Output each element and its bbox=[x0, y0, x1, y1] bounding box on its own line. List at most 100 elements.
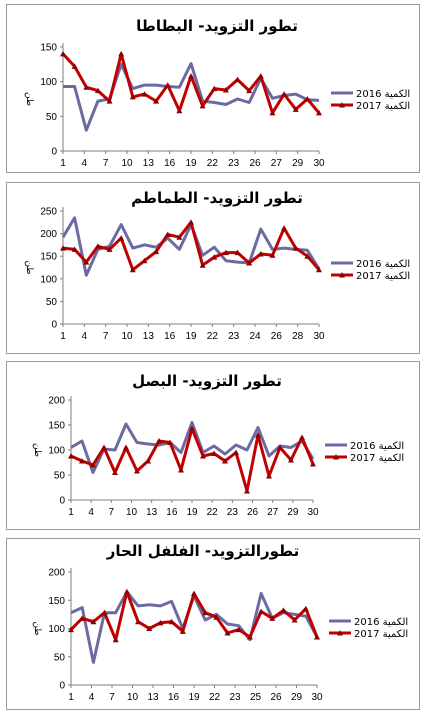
data-point-marker bbox=[246, 259, 253, 266]
data-point-marker bbox=[257, 73, 264, 79]
data-point-marker bbox=[191, 590, 197, 596]
data-point-marker bbox=[178, 467, 184, 473]
chart-title: تطور التزويد- البصل bbox=[132, 372, 282, 390]
legend-label: 2016 الكمية bbox=[350, 441, 404, 452]
y-axis-label: طن bbox=[24, 92, 34, 106]
x-tick-label: 24 bbox=[249, 331, 261, 342]
data-point-marker bbox=[280, 607, 287, 613]
data-point-marker bbox=[224, 630, 231, 636]
data-point-marker bbox=[145, 458, 151, 464]
data-point-marker bbox=[222, 249, 229, 256]
y-tick-label: 0 bbox=[59, 496, 65, 507]
y-tick-label: 200 bbox=[48, 396, 65, 407]
data-point-marker bbox=[129, 93, 136, 100]
y-axis-label: طن bbox=[32, 443, 42, 457]
legend-label: 2017 الكمية bbox=[350, 453, 404, 464]
data-point-marker bbox=[176, 234, 183, 240]
x-tick-label: 30 bbox=[307, 507, 319, 518]
chart-svg-onion: تطور التزويد- البصل 0 50 100 150 200 طن 1 4 7 10 13… bbox=[32, 372, 404, 518]
data-point-marker bbox=[168, 618, 175, 625]
y-tick-label: 150 bbox=[40, 43, 57, 54]
y-tick-label: 100 bbox=[40, 274, 57, 285]
data-point-marker bbox=[83, 259, 90, 265]
data-point-marker bbox=[123, 588, 130, 595]
data-point-marker bbox=[222, 458, 228, 464]
x-tick-label: 28 bbox=[292, 331, 304, 342]
x-tick-label: 26 bbox=[270, 692, 282, 703]
data-point-marker bbox=[112, 636, 119, 643]
x-tick-label: 27 bbox=[267, 507, 279, 518]
y-tick-label: 200 bbox=[40, 229, 57, 240]
legend-label: 2016 الكمية bbox=[356, 259, 410, 270]
data-point-marker bbox=[141, 91, 148, 97]
data-point-marker bbox=[277, 444, 283, 450]
x-tick-label: 30 bbox=[313, 158, 325, 169]
data-point-marker bbox=[94, 243, 101, 249]
data-point-marker bbox=[83, 84, 90, 90]
legend-label: 2017 الكمية bbox=[356, 271, 410, 282]
y-tick-label: 250 bbox=[40, 207, 57, 218]
x-tick-label: 22 bbox=[207, 331, 219, 342]
data-point-marker bbox=[153, 98, 160, 104]
chart-title: تطور التزويد- البطاطا bbox=[136, 17, 298, 35]
y-tick-label: 0 bbox=[51, 147, 57, 158]
legend-marker bbox=[339, 272, 345, 278]
data-point-marker bbox=[141, 257, 148, 264]
data-point-marker bbox=[235, 626, 242, 633]
x-tick-label: 10 bbox=[121, 158, 133, 169]
x-tick-label: 4 bbox=[88, 507, 94, 518]
data-point-marker bbox=[153, 248, 160, 255]
y-tick-label: 50 bbox=[46, 112, 58, 123]
data-point-marker bbox=[90, 618, 97, 625]
x-tick-label: 13 bbox=[147, 692, 159, 703]
data-point-marker bbox=[269, 615, 276, 621]
y-tick-label: 50 bbox=[54, 652, 66, 663]
y-tick-label: 0 bbox=[51, 320, 57, 331]
data-point-marker bbox=[68, 626, 74, 633]
data-point-marker bbox=[157, 619, 164, 626]
data-point-marker bbox=[106, 98, 113, 104]
x-tick-label: 16 bbox=[164, 331, 176, 342]
x-tick-label: 1 bbox=[60, 331, 66, 342]
data-point-marker bbox=[258, 608, 265, 615]
data-point-marker bbox=[94, 87, 101, 94]
x-tick-label: 19 bbox=[186, 507, 198, 518]
data-point-marker bbox=[288, 457, 294, 463]
chart-title: تطور التزويد- الطماطم bbox=[131, 189, 303, 207]
data-point-marker bbox=[60, 245, 66, 251]
x-tick-label: 30 bbox=[313, 331, 325, 342]
data-point-marker bbox=[211, 450, 217, 456]
data-point-marker bbox=[302, 605, 309, 612]
legend-label: 2017 الكمية bbox=[354, 629, 408, 640]
data-point-marker bbox=[156, 438, 162, 444]
data-point-marker bbox=[146, 625, 153, 631]
data-point-marker bbox=[189, 425, 195, 431]
data-point-marker bbox=[269, 252, 276, 258]
data-point-marker bbox=[222, 86, 229, 93]
x-tick-label: 23 bbox=[227, 507, 239, 518]
data-point-marker bbox=[281, 225, 288, 231]
x-tick-label: 19 bbox=[185, 158, 197, 169]
y-tick-label: 100 bbox=[48, 446, 65, 457]
data-point-marker bbox=[188, 219, 194, 225]
x-tick-label: 25 bbox=[250, 692, 262, 703]
x-tick-label: 29 bbox=[291, 692, 303, 703]
x-tick-label: 22 bbox=[207, 507, 219, 518]
x-tick-label: 13 bbox=[143, 331, 155, 342]
data-point-marker bbox=[90, 462, 96, 468]
data-point-marker bbox=[164, 82, 171, 88]
x-tick-label: 19 bbox=[185, 331, 197, 342]
data-point-marker bbox=[129, 266, 136, 273]
data-point-marker bbox=[176, 107, 183, 114]
x-tick-label: 7 bbox=[109, 507, 115, 518]
y-tick-label: 150 bbox=[40, 252, 57, 263]
data-point-marker bbox=[269, 109, 276, 116]
data-point-marker bbox=[314, 633, 320, 640]
data-point-marker bbox=[304, 253, 311, 259]
data-point-marker bbox=[211, 254, 218, 260]
x-tick-label: 1 bbox=[68, 692, 74, 703]
data-point-marker bbox=[167, 439, 173, 445]
x-tick-label: 10 bbox=[126, 507, 138, 518]
x-tick-label: 23 bbox=[228, 158, 240, 169]
data-point-marker bbox=[310, 461, 316, 467]
